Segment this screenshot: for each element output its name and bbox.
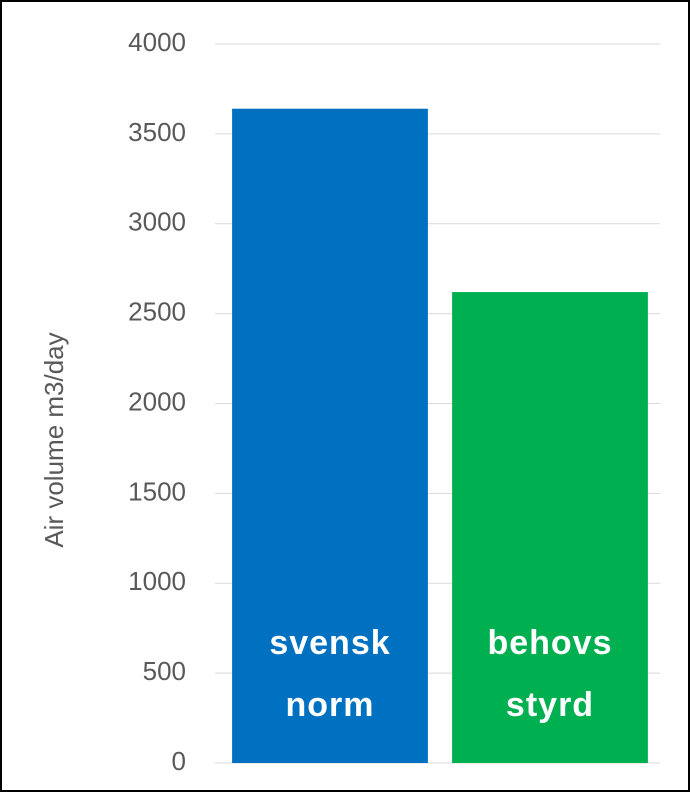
y-tick-label: 3500: [128, 117, 186, 147]
y-axis-label: Air volume m3/day: [39, 332, 69, 547]
y-tick-label: 2000: [128, 386, 186, 416]
y-tick-label: 4000: [128, 27, 186, 57]
category-label: behovs styrd: [487, 624, 613, 724]
y-tick-label: 2500: [128, 297, 186, 327]
y-tick-label: 500: [143, 656, 186, 686]
bar: [452, 292, 648, 763]
bar: [232, 108, 428, 763]
y-tick-label: 0: [172, 746, 186, 776]
y-tick-label: 3000: [128, 207, 186, 237]
category-label: svensk norm: [269, 624, 391, 724]
y-tick-label: 1000: [128, 566, 186, 596]
y-tick-label: 1500: [128, 476, 186, 506]
